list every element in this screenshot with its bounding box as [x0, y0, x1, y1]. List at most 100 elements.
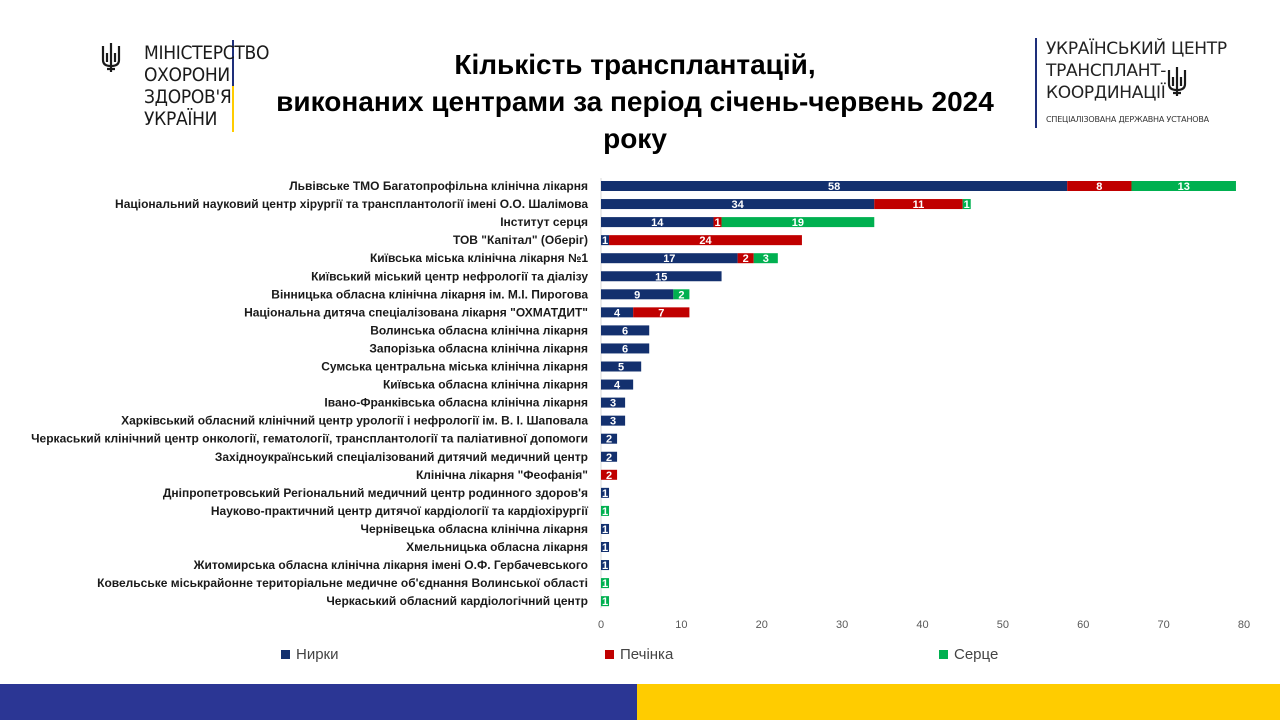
bar-segment	[601, 397, 626, 408]
x-tick-label: 20	[756, 619, 768, 631]
bar-segment	[601, 325, 650, 336]
category-label: Дніпропетровський Регіональний медичний …	[163, 486, 588, 500]
trident-icon	[1167, 67, 1187, 96]
data-label: 7	[658, 307, 664, 319]
category-label: Науково-практичний центр дитячої кардіол…	[211, 504, 589, 518]
legend-swatch-liver	[605, 650, 614, 659]
category-label: Національна дитяча спеціалізована лікарн…	[244, 305, 588, 319]
bar-segment	[601, 523, 610, 534]
category-label: Хмельницька обласна лікарня	[406, 540, 588, 554]
title-line-2: виконаних центрами за період січень-черв…	[276, 86, 994, 117]
bar-segment	[601, 560, 610, 571]
category-label: Інститут серця	[500, 215, 588, 229]
category-label: Київська міська клінічна лікарня №1	[370, 251, 588, 265]
bar-segment	[601, 307, 634, 318]
bar-segment	[713, 217, 722, 228]
category-label: Чернівецька обласна клінічна лікарня	[361, 522, 588, 536]
bar-segment	[601, 415, 626, 426]
bar-segment	[753, 253, 778, 264]
title-line-3: року	[603, 123, 667, 154]
data-label: 1	[602, 542, 608, 554]
data-label: 14	[651, 217, 664, 229]
bar-segment	[1131, 181, 1236, 191]
data-label: 24	[699, 235, 712, 247]
bar-segment	[601, 578, 610, 589]
data-label: 1	[602, 488, 608, 500]
data-label: 6	[622, 325, 628, 337]
data-label: 1	[602, 235, 608, 247]
logo-divider	[1035, 38, 1037, 128]
data-label: 17	[663, 253, 675, 265]
category-label: Житомирська обласна клінічна лікарня іме…	[193, 558, 588, 572]
bar-segment	[609, 235, 802, 246]
category-label: Сумська центральна міська клінічна лікар…	[321, 360, 588, 374]
data-label: 5	[618, 362, 624, 374]
page-title: Кількість трансплантацій, виконаних цент…	[230, 46, 1040, 157]
data-label: 2	[678, 289, 684, 301]
bar-segment	[601, 253, 738, 264]
bar-segment	[874, 199, 963, 210]
bar-segment	[601, 469, 618, 480]
data-label: 1	[602, 596, 608, 608]
bar-segment	[601, 361, 642, 372]
bar-segment	[737, 253, 754, 264]
logo-divider	[232, 40, 234, 132]
category-label: Західноукраїнський спеціалізований дитяч…	[215, 450, 588, 464]
data-label: 1	[602, 560, 608, 572]
legend-label-kidneys: Нирки	[296, 646, 339, 663]
x-tick-label: 40	[916, 619, 928, 631]
category-label: Харківський обласний клінічний центр уро…	[121, 414, 588, 428]
legend-swatch-kidneys	[281, 650, 290, 659]
data-label: 1	[714, 217, 720, 229]
bar-segment	[601, 487, 610, 498]
category-label: Клінічна лікарня "Феофанія"	[416, 468, 588, 482]
data-label: 19	[792, 217, 804, 229]
category-label: Київська обласна клінічна лікарня	[383, 378, 588, 392]
category-label: Черкаський клінічний центр онкології, ге…	[31, 432, 588, 446]
bar-segment	[633, 307, 690, 318]
bar-segment	[601, 235, 610, 246]
bar-segment	[601, 505, 610, 516]
center-name: УКРАЇНСЬКИЙ ЦЕНТР ТРАНСПЛАНТ- КООРДИНАЦІ…	[1046, 39, 1227, 103]
data-label: 11	[913, 199, 925, 211]
bar-segment	[962, 199, 971, 210]
bar-segment	[721, 217, 875, 228]
x-tick-label: 10	[675, 619, 687, 631]
data-label: 2	[606, 470, 612, 482]
x-tick-label: 70	[1158, 619, 1170, 631]
data-label: 1	[602, 506, 608, 518]
trident-icon	[101, 43, 121, 72]
data-label: 4	[614, 380, 621, 392]
legend-item-kidneys: Нирки	[281, 646, 339, 663]
data-label: 3	[610, 398, 616, 410]
bar-segment	[601, 181, 1068, 191]
bar-segment	[673, 289, 690, 300]
transplant-center-logo: УКРАЇНСЬКИЙ ЦЕНТР ТРАНСПЛАНТ- КООРДИНАЦІ…	[1030, 38, 1250, 133]
bar-segment	[601, 596, 610, 607]
legend-label-heart: Серце	[954, 646, 999, 663]
category-label: Львівське ТМО Багатопрофільна клінічна л…	[289, 179, 588, 193]
center-subtitle: СПЕЦІАЛІЗОВАНА ДЕРЖАВНА УСТАНОВА	[1046, 115, 1209, 124]
category-label: Київський міський центр нефрології та ді…	[311, 269, 588, 283]
x-tick-label: 0	[598, 619, 604, 631]
data-label: 1	[602, 524, 608, 536]
data-label: 4	[614, 307, 621, 319]
data-label: 9	[634, 289, 640, 301]
data-label: 58	[828, 181, 840, 193]
data-label: 3	[763, 253, 769, 265]
data-label: 2	[743, 253, 749, 265]
data-label: 6	[622, 343, 628, 355]
category-label: ТОВ "Капітал" (Оберіг)	[453, 233, 588, 247]
bar-segment	[601, 379, 634, 390]
legend-swatch-heart	[939, 650, 948, 659]
x-tick-label: 50	[997, 619, 1009, 631]
legend-item-heart: Серце	[939, 646, 998, 663]
legend-label-liver: Печінка	[620, 646, 674, 663]
category-label: Вінницька обласна клінічна лікарня ім. М…	[271, 287, 588, 301]
footer-band-blue	[0, 684, 637, 720]
x-tick-label: 30	[836, 619, 848, 631]
data-label: 2	[606, 452, 612, 464]
bar-segment	[601, 433, 618, 444]
bar-segment	[601, 217, 714, 228]
data-label: 2	[606, 434, 612, 446]
